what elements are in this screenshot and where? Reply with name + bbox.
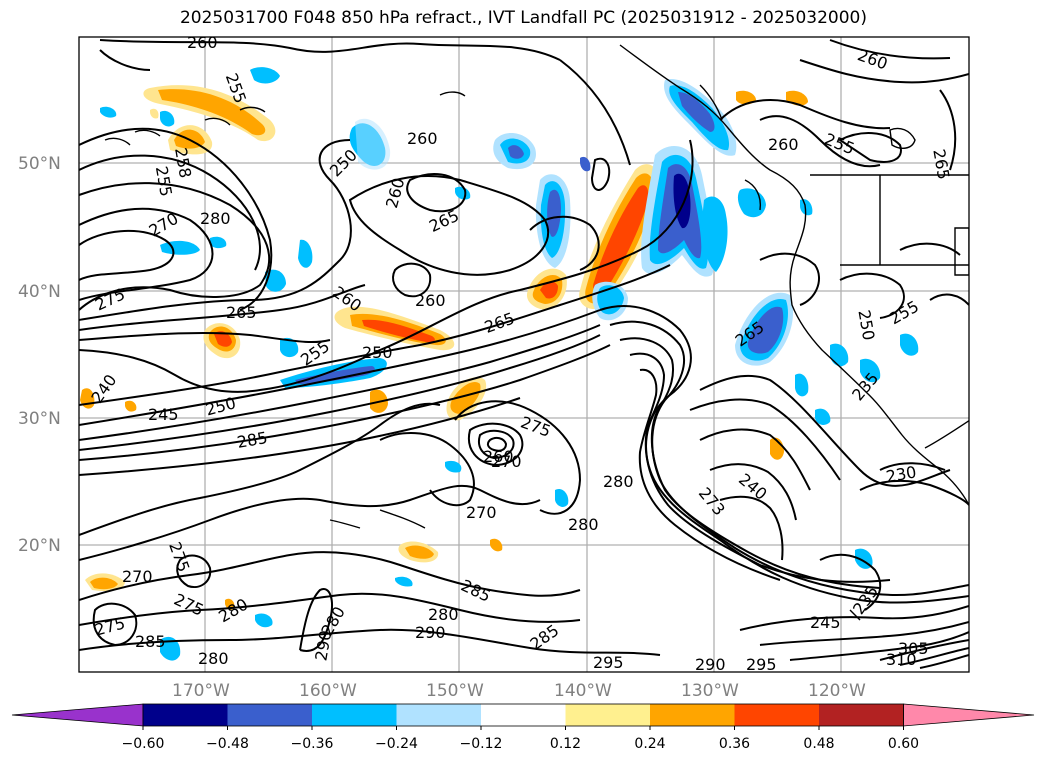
colorbar-segment — [819, 704, 904, 726]
colorbar-tick-label: −0.24 — [375, 736, 418, 752]
colorbar-tick-label: −0.12 — [460, 736, 503, 752]
contour-label: 270 — [491, 452, 522, 471]
contour-label: 295 — [746, 655, 777, 674]
colorbar-segment — [734, 704, 819, 726]
lat-label: 20°N — [18, 536, 61, 556]
lat-label: 30°N — [18, 409, 61, 429]
colorbar-segment — [143, 704, 228, 726]
contour-label: 280 — [200, 209, 231, 228]
colorbar-tick-label: 0.48 — [803, 736, 834, 752]
latitude-labels: 50°N 40°N 30°N 20°N — [18, 154, 61, 556]
contour-label: 245 — [810, 613, 841, 632]
contour-label: 260 — [407, 129, 438, 148]
colorbar-extend-high — [903, 703, 1035, 727]
contour-label: 260 — [187, 33, 218, 52]
colorbar-tick-label: 0.36 — [719, 736, 750, 752]
contour-label: 270 — [122, 567, 153, 586]
lon-label: 170°W — [172, 681, 230, 701]
colorbar-segment — [481, 704, 566, 726]
colorbar-segment — [396, 704, 481, 726]
map-title: 2025031700 F048 850 hPa refract., IVT La… — [179, 8, 867, 28]
contour-label: 260 — [415, 291, 446, 310]
lat-label: 50°N — [18, 154, 61, 174]
contour-label: 280 — [603, 472, 634, 491]
contour-label: 270 — [466, 503, 497, 522]
map-frame — [78, 36, 970, 673]
contour-label: 265 — [226, 303, 257, 322]
colorbar-tick-label: 0.24 — [634, 736, 665, 752]
contour-label: 290 — [415, 623, 446, 642]
lon-label: 150°W — [426, 681, 484, 701]
contour-label: 260 — [483, 447, 514, 466]
lon-label: 160°W — [299, 681, 357, 701]
colorbar: −0.60 −0.48 −0.36 −0.24 −0.12 0.12 0.24 0.36 0.4… — [11, 703, 1035, 752]
colorbar-tick-label: −0.60 — [122, 736, 165, 752]
contour-label: 285 — [135, 632, 166, 651]
coastline — [104, 44, 969, 621]
contour-label: 290 — [695, 655, 726, 674]
colorbar-segment — [312, 704, 397, 726]
contour-label: 310 — [886, 650, 917, 669]
contour-label: 280 — [428, 605, 459, 624]
contour-label: 260 — [768, 135, 799, 154]
contour-lines — [79, 39, 969, 669]
lon-label: 140°W — [554, 681, 612, 701]
colorbar-segment — [227, 704, 312, 726]
lon-label: 120°W — [808, 681, 866, 701]
contour-label: 250 — [362, 343, 393, 362]
colorbar-outline — [142, 703, 904, 727]
colorbar-tick-label: −0.48 — [206, 736, 249, 752]
colorbar-segment — [565, 704, 650, 726]
colorbar-extend-low — [11, 703, 144, 727]
contour-label: 295 — [593, 653, 624, 672]
contour-label: 280 — [198, 649, 229, 668]
contour-label: 245 — [148, 405, 179, 424]
contour-label: 305 — [898, 639, 929, 658]
colorbar-tick-label: 0.12 — [550, 736, 581, 752]
colorbar-segment — [650, 704, 735, 726]
longitude-labels: 170°W 160°W 150°W 140°W 130°W 120°W — [172, 681, 866, 701]
contour-label: 280 — [568, 515, 599, 534]
colorbar-tick-label: −0.36 — [291, 736, 334, 752]
lat-label: 40°N — [18, 282, 61, 302]
lon-label: 130°W — [681, 681, 739, 701]
colorbar-tick-label: 0.60 — [888, 736, 919, 752]
